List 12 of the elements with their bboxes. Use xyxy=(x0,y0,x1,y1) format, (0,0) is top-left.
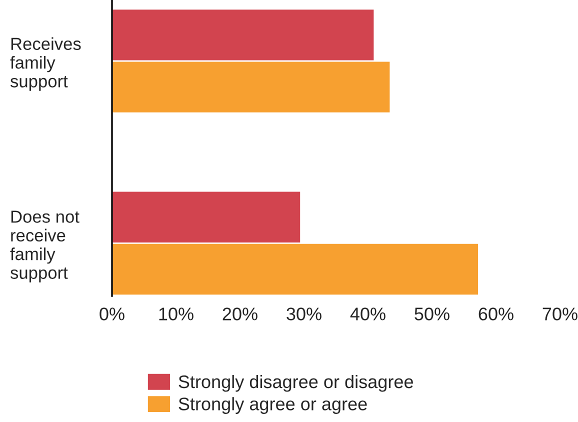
x-tick-label: 30% xyxy=(286,308,322,320)
y-tick-label: Receives family support xyxy=(10,37,81,91)
x-tick-label: 60% xyxy=(478,308,514,320)
x-tick-label: 10% xyxy=(159,308,194,320)
x-tick-label: 0% xyxy=(100,308,124,320)
x-tick-label: 50% xyxy=(414,308,450,320)
y-tick-label: Does not receive family support xyxy=(10,210,80,282)
x-tick-label: 20% xyxy=(222,308,258,320)
legend-label: Strongly disagree or disagree xyxy=(178,374,413,392)
legend-label: Strongly agree or agree xyxy=(178,397,367,414)
x-tick-label: 40% xyxy=(350,308,386,320)
x-tick-label: 70% xyxy=(542,308,578,320)
